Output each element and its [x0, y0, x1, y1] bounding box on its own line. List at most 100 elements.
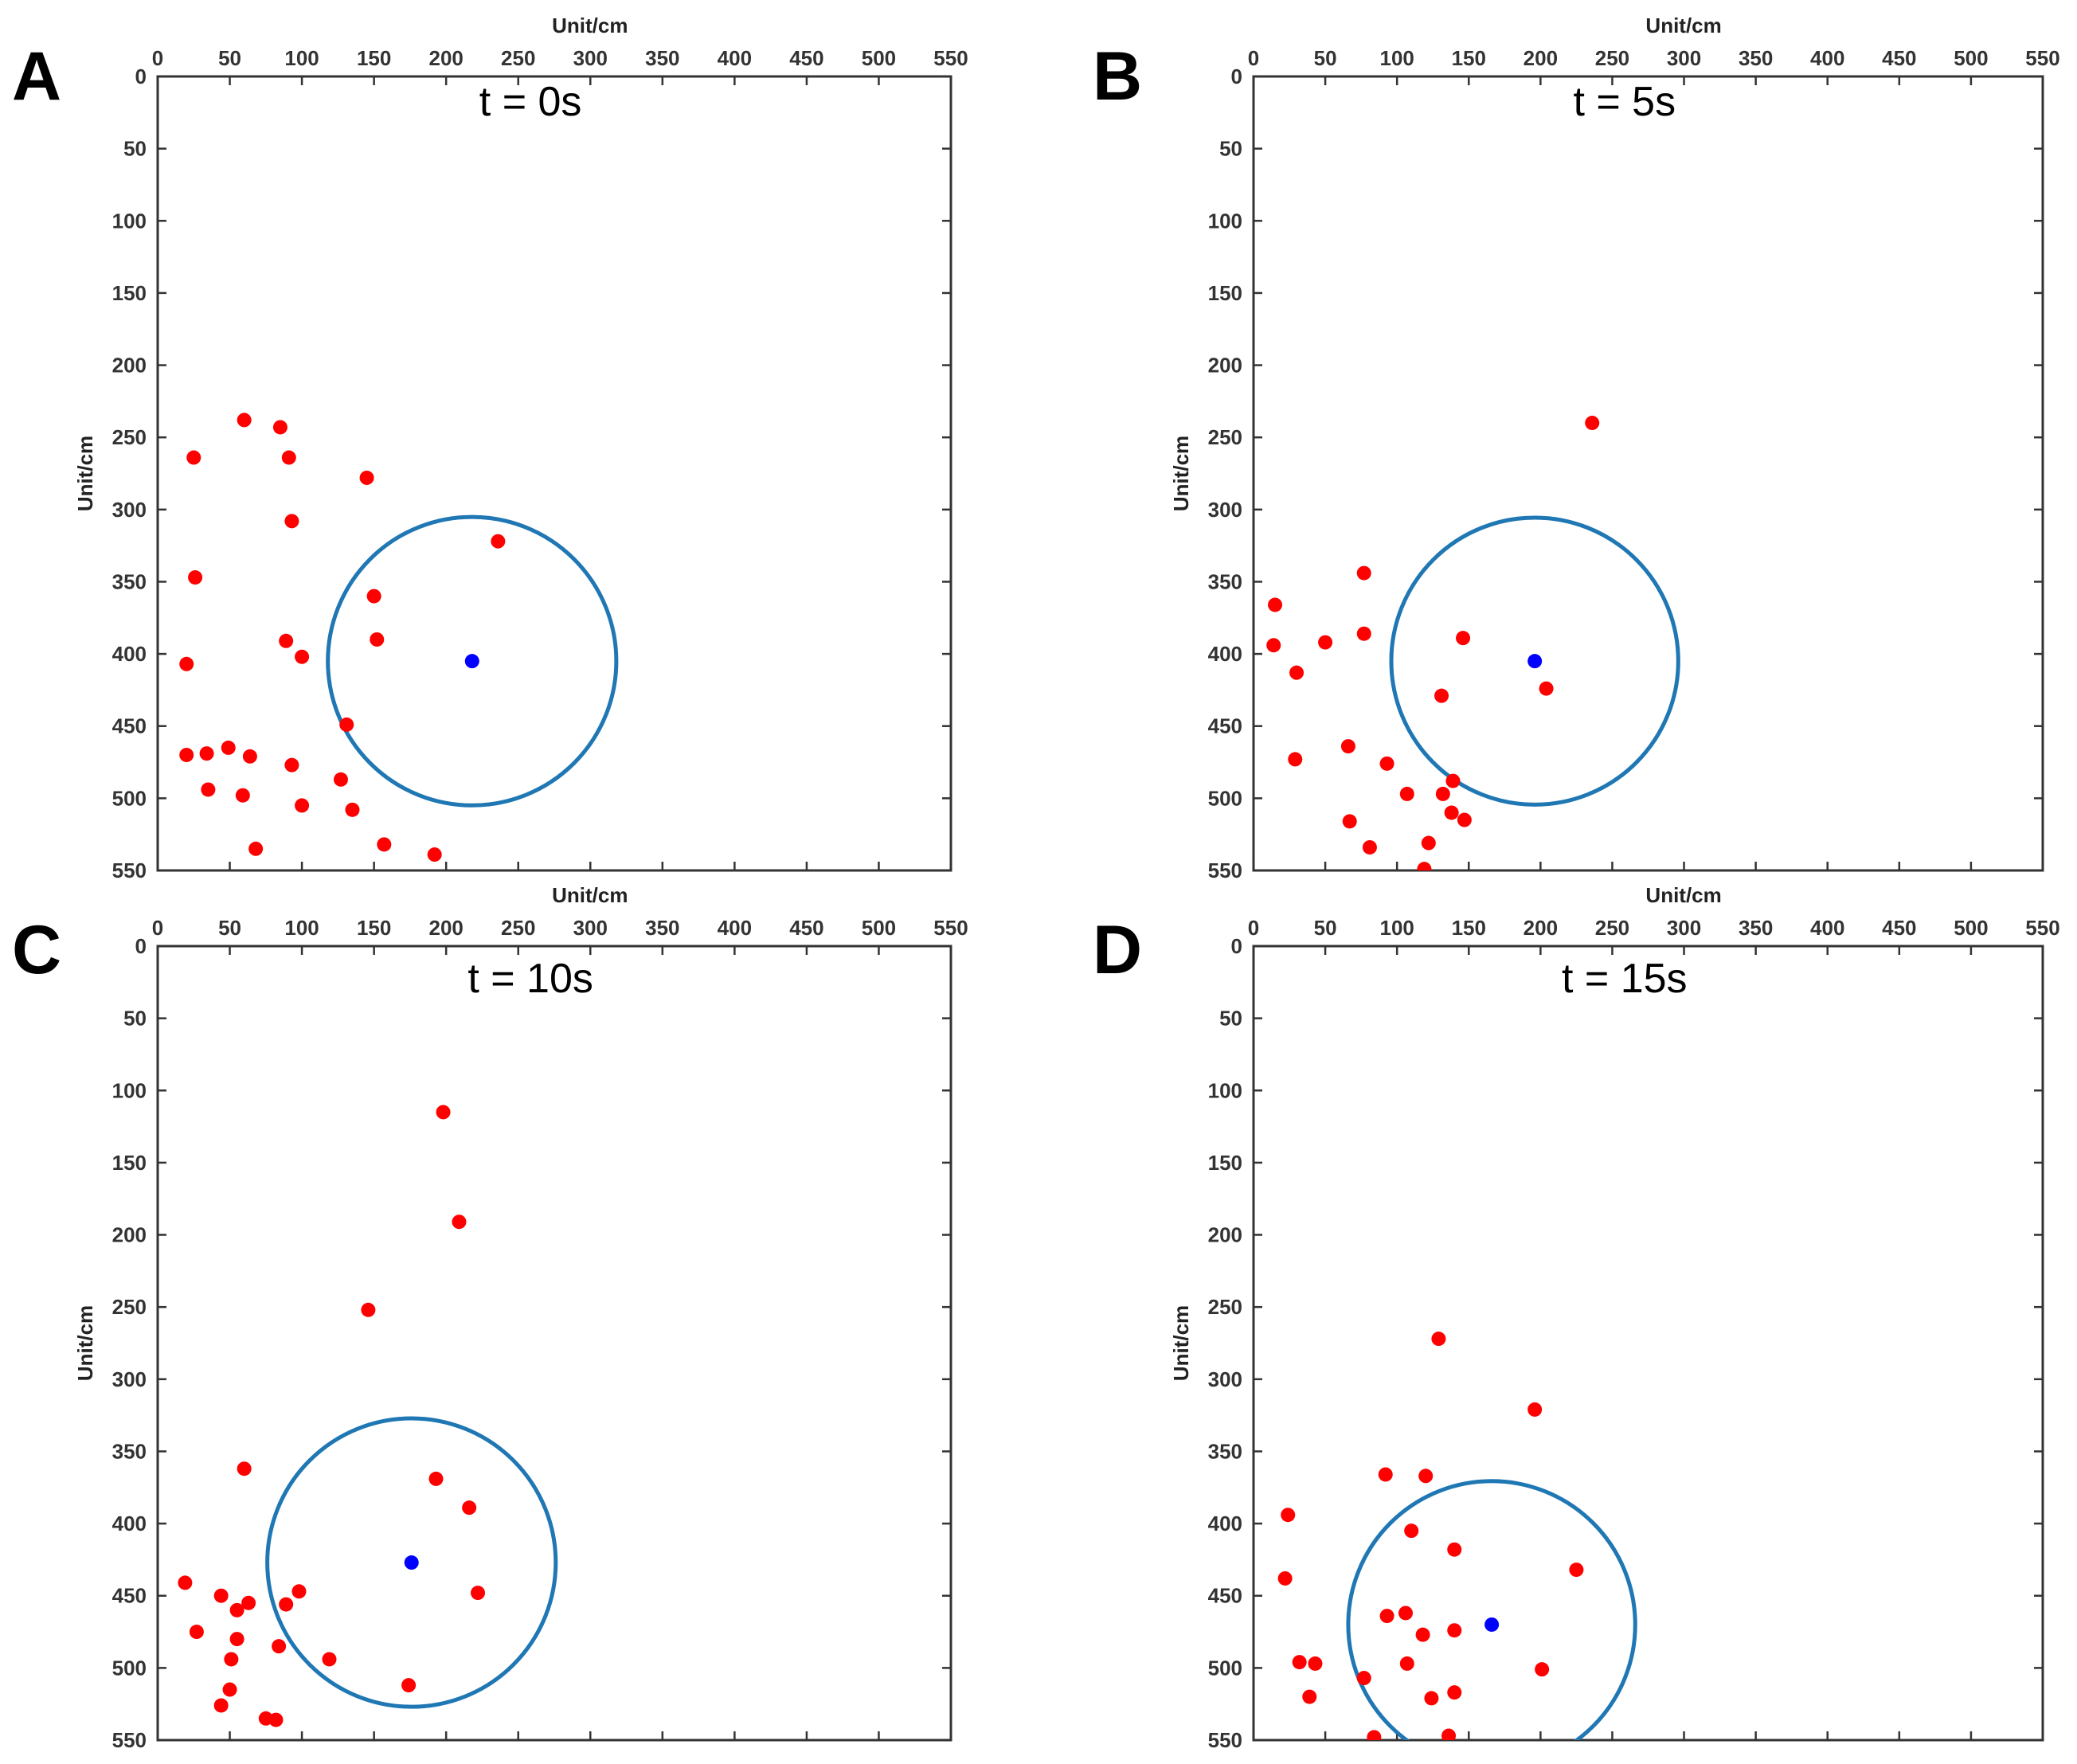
data-point — [1266, 638, 1281, 653]
x-tick-label: 450 — [789, 916, 823, 940]
x-tick-label: 100 — [284, 46, 319, 70]
x-tick-label: 50 — [218, 46, 241, 70]
y-tick-label: 50 — [1219, 1007, 1242, 1031]
x-tick-label: 300 — [573, 46, 608, 70]
data-point — [178, 1575, 193, 1590]
detection-circle — [1389, 515, 1680, 807]
data-point — [229, 1632, 244, 1647]
y-tick-label: 150 — [1208, 281, 1242, 305]
y-tick-label: 250 — [112, 425, 147, 449]
center-point — [464, 654, 479, 669]
data-point — [1417, 862, 1432, 870]
x-tick-label: 100 — [1379, 916, 1414, 940]
x-tick-label: 450 — [1882, 916, 1916, 940]
detection-circle — [326, 514, 619, 808]
plot-marks — [1277, 1332, 1637, 1740]
y-tick-label: 0 — [1231, 934, 1242, 958]
detection-circle — [1346, 1479, 1637, 1740]
data-point — [189, 1625, 204, 1640]
data-point — [221, 740, 236, 755]
data-point — [279, 633, 294, 648]
data-point — [179, 747, 194, 762]
data-point — [213, 1588, 229, 1603]
panel-a: A 0 50 100 150 200 250 300 350 400 450 500 550 0 50 100… — [12, 14, 968, 882]
x-tick-label: 300 — [1667, 916, 1701, 940]
panel-d: D 0 50 100 150 200 250 300 350 400 450 500 550 0 50 100… — [1093, 883, 2060, 1752]
x-axis-label: Unit/cm — [1645, 883, 1721, 907]
data-point — [1308, 1656, 1323, 1671]
data-point — [370, 632, 385, 647]
x-tick-label: 0 — [1248, 46, 1259, 70]
panel-b: B 0 50 100 150 200 250 300 350 400 450 500 550 0 50 100… — [1093, 14, 2060, 882]
data-point — [366, 589, 381, 604]
chart-title: t = 10s — [467, 956, 593, 1002]
data-point — [1447, 1542, 1462, 1557]
data-point — [229, 1602, 244, 1617]
plot-marks — [178, 1105, 558, 1727]
y-tick-label: 550 — [112, 1728, 147, 1752]
data-point — [291, 1584, 307, 1599]
data-point — [1435, 786, 1450, 801]
x-tick-label: 450 — [1882, 46, 1916, 70]
data-point — [222, 1682, 237, 1697]
y-tick-label: 50 — [123, 1007, 147, 1031]
y-tick-label: 500 — [112, 1656, 147, 1680]
x-tick-label: 400 — [1810, 916, 1844, 940]
y-tick-label: 200 — [112, 1223, 147, 1247]
data-point — [272, 420, 287, 435]
x-tick-label: 200 — [1524, 916, 1558, 940]
data-point — [186, 450, 201, 465]
x-tick-label: 550 — [933, 916, 968, 940]
x-tick-label: 150 — [357, 916, 391, 940]
x-tick-label: 50 — [218, 916, 241, 940]
chart-title: t = 15s — [1562, 956, 1688, 1002]
x-tick-label: 100 — [1379, 46, 1414, 70]
data-point — [284, 757, 299, 772]
x-axis-label: Unit/cm — [1645, 14, 1721, 37]
x-tick-label: 400 — [718, 46, 752, 70]
x-tick-label: 250 — [1595, 46, 1629, 70]
data-point — [361, 1302, 376, 1317]
x-tick-label: 500 — [1954, 46, 1988, 70]
data-point — [1431, 1332, 1446, 1347]
y-tick-label: 150 — [1208, 1151, 1242, 1175]
data-point — [452, 1214, 467, 1230]
x-tick-label: 300 — [1667, 46, 1701, 70]
data-point — [295, 649, 310, 664]
y-tick-label: 350 — [1208, 569, 1242, 593]
x-tick-label: 400 — [718, 916, 752, 940]
data-point — [1340, 739, 1355, 754]
data-point — [1379, 1609, 1394, 1624]
x-tick-label: 50 — [1314, 916, 1337, 940]
x-tick-label: 500 — [1954, 916, 1988, 940]
panel-letter: A — [12, 38, 61, 115]
y-tick-label: 250 — [112, 1295, 147, 1319]
data-point — [1404, 1523, 1419, 1539]
data-point — [1342, 814, 1357, 829]
center-point — [1484, 1617, 1500, 1632]
y-tick-label: 500 — [1208, 1656, 1242, 1680]
panel-letter: B — [1093, 38, 1142, 115]
data-point — [333, 772, 348, 787]
y-axis-label: Unit/cm — [1169, 436, 1193, 511]
data-point — [1527, 1402, 1543, 1417]
y-axis-label: Unit/cm — [1169, 1305, 1193, 1381]
data-point — [268, 1712, 284, 1727]
y-tick-label: 550 — [1208, 1728, 1242, 1752]
y-tick-label: 300 — [1208, 1367, 1242, 1391]
center-point — [1527, 654, 1543, 669]
y-tick-label: 400 — [112, 642, 147, 666]
data-point — [1378, 1467, 1393, 1482]
y-tick-label: 550 — [112, 859, 147, 882]
x-tick-label: 50 — [1314, 46, 1337, 70]
data-point — [188, 570, 203, 585]
y-tick-label: 350 — [112, 569, 147, 593]
y-tick-label: 300 — [112, 498, 147, 522]
x-tick-label: 250 — [501, 916, 535, 940]
chart-title: t = 5s — [1573, 79, 1676, 125]
data-point — [235, 788, 250, 803]
y-tick-label: 200 — [1208, 354, 1242, 377]
x-tick-label: 150 — [357, 46, 391, 70]
plot-frame — [1252, 945, 2044, 1742]
plot-marks — [179, 413, 619, 862]
